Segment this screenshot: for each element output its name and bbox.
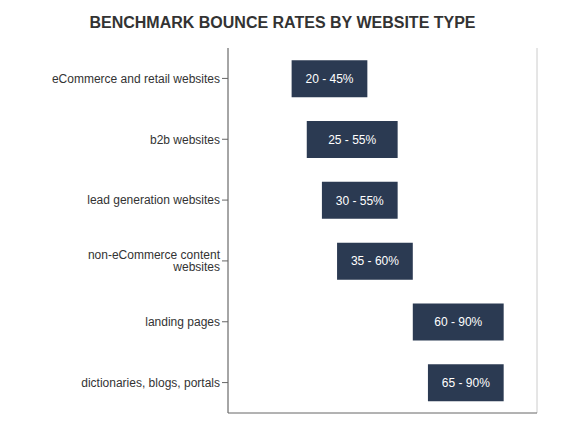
svg-text:25 - 55%: 25 - 55% <box>328 133 376 147</box>
svg-text:35 - 60%: 35 - 60% <box>351 254 399 268</box>
svg-text:non-eCommerce contentwebsites: non-eCommerce contentwebsites <box>88 248 221 274</box>
svg-text:landing pages: landing pages <box>145 315 220 329</box>
svg-text:20 - 45%: 20 - 45% <box>305 72 353 86</box>
svg-text:eCommerce and retail websites: eCommerce and retail websites <box>52 72 220 86</box>
html-text:BENCHMARK BOUNCE RATES BY WEBS: BENCHMARK BOUNCE RATES BY WEBSITE TYPE <box>89 14 476 31</box>
svg-text:dictionaries, blogs, portals: dictionaries, blogs, portals <box>81 376 220 390</box>
svg-text:60 - 90%: 60 - 90% <box>434 315 482 329</box>
svg-text:b2b websites: b2b websites <box>150 133 220 147</box>
svg-text:30 - 55%: 30 - 55% <box>336 194 384 208</box>
svg-text:65 - 90%: 65 - 90% <box>442 376 490 390</box>
svg-text:lead generation websites: lead generation websites <box>87 193 220 207</box>
